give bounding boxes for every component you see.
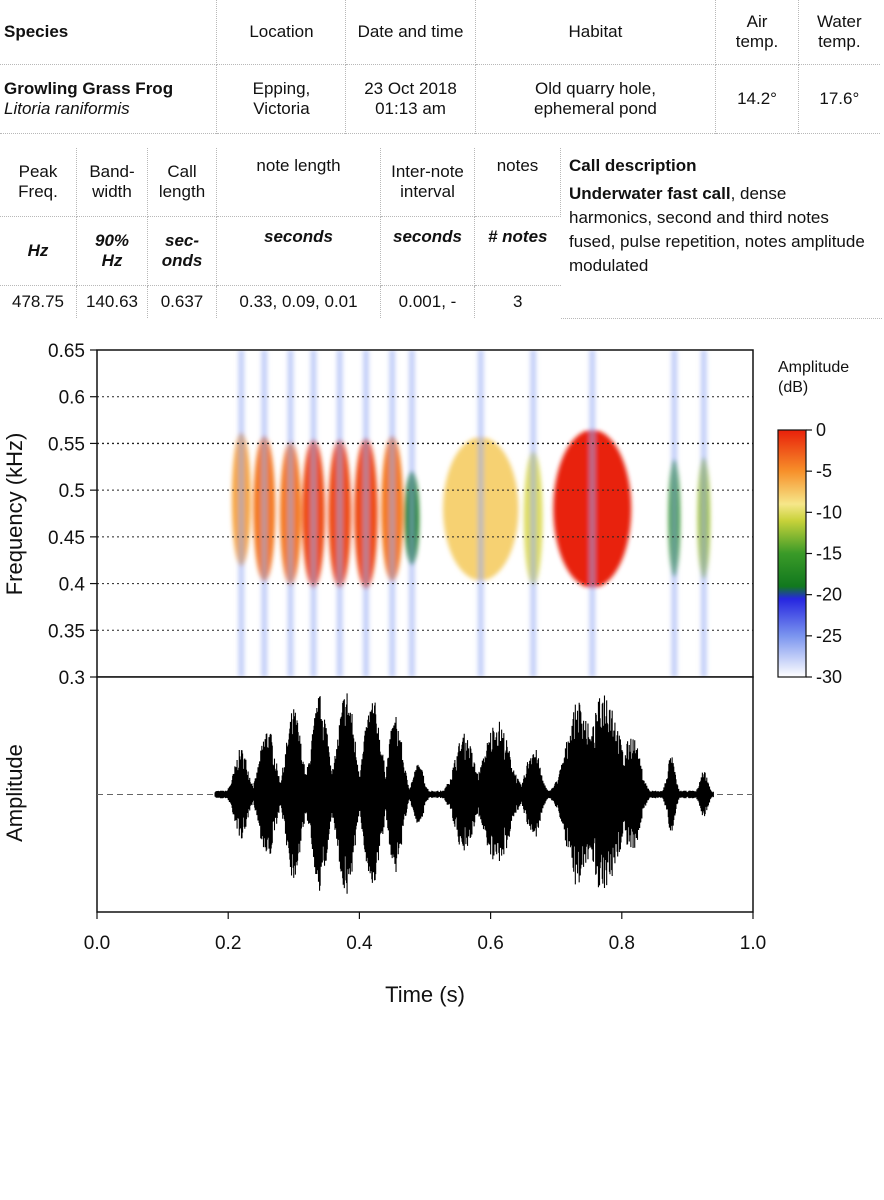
x-tick-label: 0.0 bbox=[84, 933, 110, 954]
colorbar-tick-label: -5 bbox=[816, 461, 832, 481]
description-title: Call description bbox=[569, 156, 697, 175]
header-habitat: Habitat bbox=[475, 0, 717, 65]
header-bandwidth: Band-width bbox=[76, 148, 148, 217]
colorbar-gradient bbox=[777, 429, 807, 678]
water-temp-value: 17.6° bbox=[819, 89, 860, 108]
value-inter-note-interval: 0.001, - bbox=[380, 285, 475, 318]
unit-peak-freq: Hz bbox=[0, 216, 77, 286]
call-description: Call description Underwater fast call, d… bbox=[560, 148, 882, 319]
amplitude-colorbar: 0 -5 -10 -15 -20 -25 -30 bbox=[777, 420, 842, 687]
spectrogram-note-2 bbox=[253, 350, 276, 677]
unit-note-length: seconds bbox=[216, 216, 381, 286]
spectrogram-y-axis-label: Frequency (kHz) bbox=[2, 433, 27, 596]
y-tick-label: 0.35 bbox=[48, 621, 85, 642]
scientific-name: Litoria raniformis bbox=[4, 99, 130, 118]
x-tick-label: 0.2 bbox=[215, 933, 241, 954]
value-peak-freq: 478.75 bbox=[0, 285, 77, 318]
spectrogram-notes bbox=[231, 350, 711, 677]
spectrogram-note-5 bbox=[328, 350, 352, 677]
waveform-x-axis-label: Time (s) bbox=[385, 982, 465, 1007]
y-tick-label: 0.6 bbox=[59, 388, 85, 409]
x-tick-label: 0.4 bbox=[346, 933, 373, 954]
common-name: Growling Grass Frog bbox=[4, 79, 174, 98]
species-info-table: Species Location Date and time Habitat A… bbox=[0, 0, 880, 134]
spectrogram-note-10 bbox=[523, 350, 543, 677]
colorbar-tick-label: -10 bbox=[816, 502, 842, 522]
header-peak-freq: Peak Freq. bbox=[0, 148, 77, 217]
date-time-value: 23 Oct 2018 01:13 am bbox=[345, 64, 476, 134]
y-tick-label: 0.4 bbox=[59, 575, 86, 596]
waveform-x-ticks: 0.0 0.2 0.4 0.6 0.8 1.0 bbox=[84, 912, 766, 954]
spectrogram-note-12 bbox=[668, 350, 681, 677]
x-tick-label: 1.0 bbox=[740, 933, 766, 954]
spectrogram-note-4 bbox=[302, 350, 325, 677]
spectrogram-note-7 bbox=[381, 350, 404, 677]
header-air-temp: Air temp. bbox=[715, 0, 799, 65]
spectrogram-y-ticks: 0.65 0.6 0.55 0.5 0.45 0.4 0.35 0.3 bbox=[48, 341, 97, 689]
spectrogram-note-3 bbox=[279, 350, 302, 677]
frog-call-chart: 0.65 0.6 0.55 0.5 0.45 0.4 0.35 0.3 Frequency (… bbox=[2, 341, 849, 1007]
spectrogram-plot-area bbox=[97, 350, 753, 677]
spectrogram-note-6 bbox=[354, 350, 378, 677]
spectrogram-note-1 bbox=[231, 350, 251, 677]
colorbar-tick-label: -20 bbox=[816, 585, 842, 605]
header-species: Species bbox=[0, 0, 218, 65]
x-tick-label: 0.6 bbox=[477, 933, 503, 954]
spectrogram-background bbox=[97, 350, 753, 677]
header-notes: notes bbox=[474, 148, 561, 217]
spectrogram-note-13 bbox=[697, 350, 711, 677]
unit-call-length: sec-onds bbox=[147, 216, 217, 286]
x-tick-label: 0.8 bbox=[609, 933, 635, 954]
colorbar-tick-label: -30 bbox=[816, 667, 842, 687]
description-body: Underwater fast call, dense harmonics, s… bbox=[569, 184, 865, 275]
colorbar-tick-label: 0 bbox=[816, 420, 826, 440]
y-tick-label: 0.3 bbox=[59, 668, 85, 689]
location-value: Epping, Victoria bbox=[216, 64, 347, 134]
value-notes: 3 bbox=[513, 292, 523, 311]
colorbar-label-line1: Amplitude bbox=[778, 359, 849, 376]
value-note-length: 0.33, 0.09, 0.01 bbox=[216, 285, 381, 318]
spectrogram-note-8 bbox=[404, 350, 420, 677]
y-tick-label: 0.5 bbox=[59, 481, 85, 502]
colorbar-tick-label: -25 bbox=[816, 626, 842, 646]
header-note-length: note length bbox=[216, 148, 381, 217]
unit-inter-note-interval: seconds bbox=[380, 216, 475, 286]
header-date-time: Date and time bbox=[345, 0, 476, 65]
waveform-plot-area bbox=[96, 676, 754, 913]
y-tick-label: 0.45 bbox=[48, 528, 85, 549]
species-name-cell: Growling Grass Frog Litoria raniformis bbox=[0, 64, 218, 134]
value-bandwidth: 140.63 bbox=[76, 285, 148, 318]
unit-notes: # notes bbox=[474, 216, 561, 286]
header-location: Location bbox=[216, 0, 347, 65]
header-call-length: Call length bbox=[147, 148, 217, 217]
waveform-y-axis-label: Amplitude bbox=[2, 744, 27, 842]
y-tick-label: 0.55 bbox=[48, 434, 85, 455]
value-call-length: 0.637 bbox=[147, 285, 217, 318]
waveform-trace bbox=[214, 693, 714, 894]
y-tick-label: 0.65 bbox=[48, 341, 85, 362]
colorbar-label-line2: (dB) bbox=[778, 379, 808, 396]
habitat-value: Old quarry hole, ephemeral pond bbox=[475, 64, 717, 134]
header-inter-note-interval: Inter-note interval bbox=[380, 148, 475, 217]
spectrogram-note-11 bbox=[553, 350, 632, 677]
colorbar-tick-label: -15 bbox=[816, 544, 842, 564]
unit-bandwidth: 90% Hz bbox=[76, 216, 148, 286]
call-measurements-table: Peak Freq. Band-width Call length note len… bbox=[0, 148, 882, 319]
air-temp-value: 14.2° bbox=[715, 64, 799, 134]
header-water-temp: Water temp. bbox=[798, 0, 880, 65]
